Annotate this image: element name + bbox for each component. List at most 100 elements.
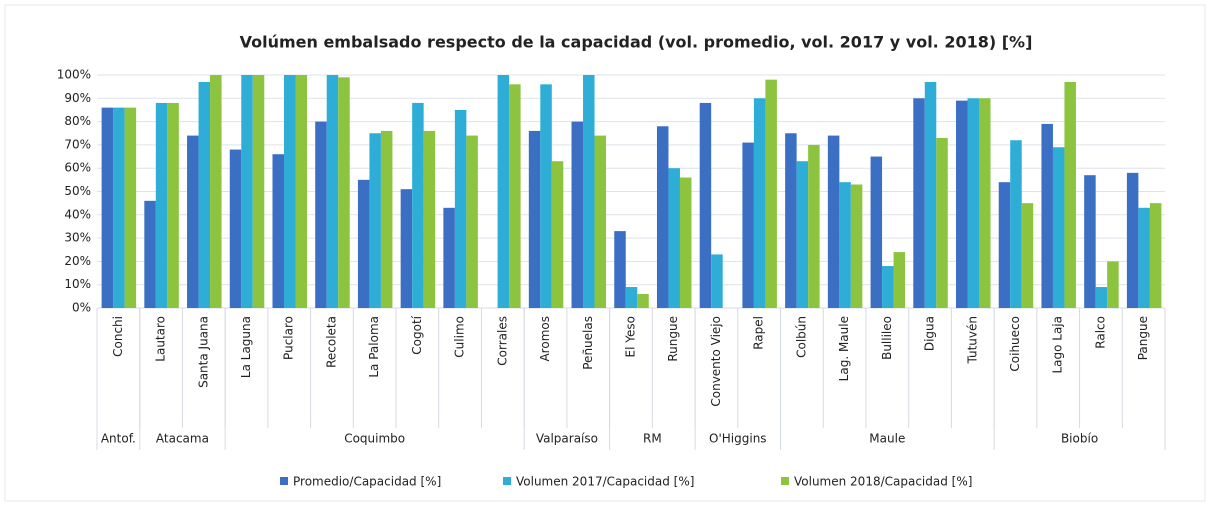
bar (113, 107, 125, 309)
y-tick-label: 10% (64, 277, 91, 291)
x-tick-label: Lag. Maule (837, 316, 851, 381)
x-tick-label: Cogotí (410, 315, 424, 354)
bar (338, 77, 350, 308)
bar (252, 75, 265, 308)
bar (210, 75, 222, 308)
y-tick-label: 80% (64, 114, 91, 128)
x-tick-label: Coihueco (1008, 316, 1022, 372)
y-tick-label: 70% (64, 137, 91, 151)
bar (808, 144, 820, 308)
bar (656, 126, 669, 308)
bar (614, 231, 626, 308)
x-tick-label: Digua (923, 316, 937, 351)
bar (956, 100, 968, 308)
bar (583, 75, 595, 308)
bar (1084, 175, 1096, 308)
x-tick-label: Santa Juana (196, 316, 210, 388)
x-tick-label: Rapel (752, 316, 766, 350)
legend-swatch (280, 477, 288, 485)
bar (839, 182, 851, 308)
legend-label: Volumen 2017/Capacidad [%] (516, 475, 694, 489)
legend-swatch (503, 477, 511, 485)
bar (1052, 147, 1065, 308)
bar (1041, 123, 1053, 309)
x-tick-label: La Paloma (367, 316, 381, 378)
bar (454, 109, 467, 308)
bar (1126, 172, 1139, 308)
bar (1149, 203, 1162, 308)
legend-label: Volumen 2018/Capacidad [%] (794, 475, 972, 489)
bar (380, 130, 393, 308)
x-tick-label: Conchi (111, 316, 125, 357)
bar (1095, 287, 1108, 308)
bar (668, 168, 680, 308)
bar (551, 161, 564, 308)
legend-swatch (781, 477, 789, 485)
bar (272, 154, 284, 308)
x-tick-label: Ralco (1093, 316, 1107, 349)
group-label: Antof. (101, 432, 136, 446)
bar (229, 149, 242, 308)
bar (400, 189, 413, 308)
x-tick-label: Bullileo (880, 316, 894, 360)
bar (466, 135, 478, 308)
x-tick-label: La Laguna (239, 316, 253, 378)
x-tick-label: Aromos (538, 316, 552, 362)
y-tick-label: 20% (64, 254, 91, 268)
chart-title: Volúmen embalsado respecto de la capacid… (240, 33, 1033, 52)
bar (187, 135, 199, 308)
bar (594, 135, 607, 308)
x-tick-label: Culimo (453, 316, 467, 358)
group-label: Coquimbo (344, 432, 405, 446)
bar (124, 107, 137, 309)
bar (1010, 140, 1022, 308)
x-tick-label: Corrales (495, 316, 509, 366)
bar (326, 75, 339, 308)
x-tick-label: Lago Laja (1051, 316, 1065, 374)
bar (1021, 203, 1034, 308)
x-tick-label: Tutuvén (965, 316, 979, 365)
bar (497, 75, 510, 308)
bar (850, 184, 863, 308)
bar (357, 179, 370, 308)
bar (167, 102, 179, 309)
chart-border (4, 4, 1206, 502)
bar (827, 135, 840, 308)
y-tick-label: 100% (57, 68, 91, 82)
x-tick-label: Puclaro (282, 316, 296, 360)
bar (936, 137, 948, 308)
bar (540, 84, 552, 308)
bar (443, 207, 455, 308)
y-tick-label: 0% (72, 301, 91, 315)
bar (144, 200, 156, 308)
bar (637, 294, 649, 308)
x-tick-label: Peñuelas (581, 316, 595, 370)
bar (785, 133, 797, 308)
y-tick-label: 50% (64, 184, 91, 198)
bar (979, 98, 991, 308)
bar (528, 130, 541, 308)
bar (101, 107, 114, 309)
bar (967, 98, 980, 308)
bar (315, 121, 327, 308)
bar (1107, 261, 1119, 308)
bar (679, 177, 692, 308)
group-label: RM (643, 432, 662, 446)
bar (870, 156, 883, 308)
bar (241, 75, 253, 308)
bar (369, 133, 381, 308)
bar (699, 102, 712, 309)
group-label: Maule (869, 432, 905, 446)
bar (295, 75, 307, 308)
y-tick-label: 40% (64, 207, 91, 221)
bar (571, 121, 584, 308)
x-tick-label: Colbún (794, 316, 808, 358)
bar (711, 254, 723, 308)
bar (423, 130, 436, 308)
group-label: Biobío (1061, 432, 1098, 446)
bar (893, 252, 906, 308)
bar (1064, 81, 1076, 309)
legend-label: Promedio/Capacidad [%] (293, 475, 441, 489)
bar (882, 266, 894, 308)
